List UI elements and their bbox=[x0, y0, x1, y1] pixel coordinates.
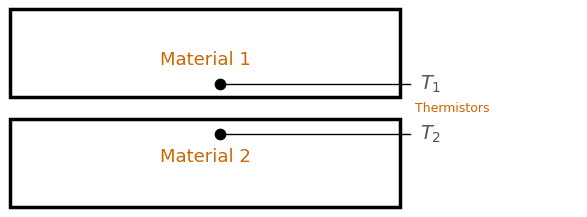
Bar bbox=[10, 119, 400, 207]
Text: Thermistors: Thermistors bbox=[415, 102, 490, 115]
Text: $T_1$: $T_1$ bbox=[420, 73, 441, 95]
Point bbox=[215, 82, 225, 86]
Text: Material 1: Material 1 bbox=[160, 51, 251, 69]
Text: $T_2$: $T_2$ bbox=[420, 123, 441, 145]
Text: Material 2: Material 2 bbox=[160, 148, 251, 166]
Point bbox=[215, 132, 225, 136]
Bar bbox=[10, 9, 400, 97]
